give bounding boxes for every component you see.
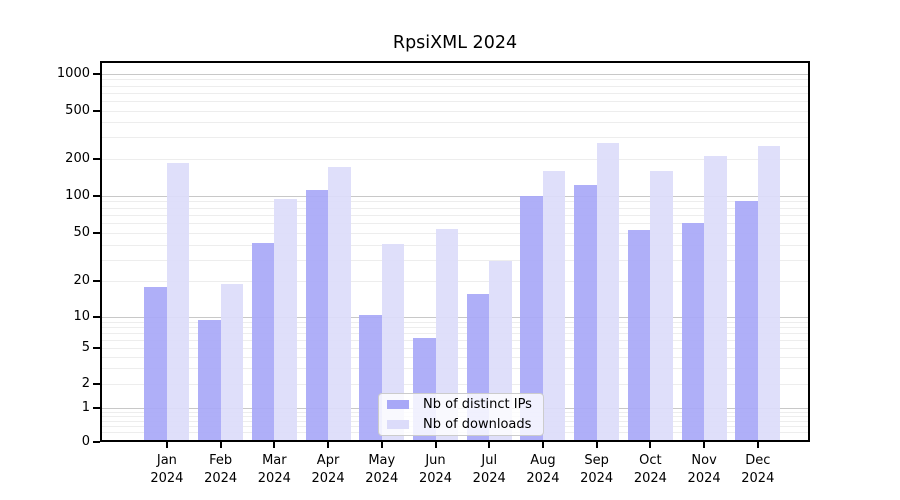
bar-distinct-ips <box>251 243 275 440</box>
legend-row-distinct-ips: Nb of distinct IPs <box>387 396 537 414</box>
legend-swatch-distinct-ips <box>387 400 409 410</box>
y-tick-label: 100 <box>65 187 90 203</box>
plot-area <box>100 61 810 442</box>
gridline-major <box>102 73 808 75</box>
y-tick-mark <box>93 440 100 443</box>
bar-downloads <box>220 284 244 440</box>
y-tick-label: 10 <box>73 308 90 324</box>
y-tick-mark <box>93 157 100 160</box>
bar-downloads <box>166 162 190 440</box>
bar-downloads <box>596 143 620 440</box>
x-tick-label: Aug 2024 <box>526 453 560 486</box>
y-tick-mark <box>93 383 100 386</box>
y-tick-mark <box>93 315 100 318</box>
y-tick-label: 0 <box>81 433 90 449</box>
gridline-minor <box>102 201 808 203</box>
x-tick-label: Mar 2024 <box>257 453 291 486</box>
gridline-minor <box>102 110 808 112</box>
bar-downloads <box>328 167 351 440</box>
y-tick-mark <box>93 232 100 235</box>
y-tick-label: 20 <box>73 272 90 288</box>
bar-distinct-ips <box>574 185 597 440</box>
x-tick-label: Jan 2024 <box>150 453 184 486</box>
legend-label-distinct-ips: Nb of distinct IPs <box>423 397 532 413</box>
gridline-minor <box>102 92 808 94</box>
x-tick-label: Apr 2024 <box>311 453 345 486</box>
x-tick-mark <box>595 442 598 448</box>
y-tick-label: 1000 <box>56 65 90 81</box>
bar-downloads <box>274 198 297 440</box>
gridline-minor <box>102 214 808 216</box>
legend-row-downloads: Nb of downloads <box>387 416 537 434</box>
legend: Nb of distinct IPs Nb of downloads <box>378 393 544 436</box>
bar-distinct-ips <box>305 189 329 440</box>
bar-distinct-ips <box>144 287 167 440</box>
x-tick-label: May 2024 <box>365 453 399 486</box>
gridline-minor <box>102 79 808 81</box>
x-tick-mark <box>649 442 652 448</box>
y-tick-mark <box>93 279 100 282</box>
bar-downloads <box>381 244 405 440</box>
x-tick-mark <box>219 442 222 448</box>
bar-downloads <box>435 229 458 440</box>
y-tick-mark <box>93 72 100 75</box>
x-tick-label: Jun 2024 <box>418 453 453 486</box>
x-tick-mark <box>488 442 491 448</box>
y-tick-mark <box>93 109 100 112</box>
x-tick-label: Oct 2024 <box>633 453 667 486</box>
x-tick-mark <box>756 442 759 448</box>
x-tick-mark <box>703 442 706 448</box>
bar-distinct-ips <box>735 200 758 440</box>
gridline-minor <box>102 100 808 102</box>
legend-label-downloads: Nb of downloads <box>423 416 532 432</box>
y-tick-label: 5 <box>81 340 90 356</box>
bar-distinct-ips <box>520 196 543 440</box>
x-tick-mark <box>541 442 544 448</box>
chart-title: RpsiXML 2024 <box>392 33 518 53</box>
x-tick-mark <box>380 442 383 448</box>
bar-downloads <box>650 171 673 440</box>
gridline-minor <box>102 122 808 124</box>
bar-distinct-ips <box>359 315 382 440</box>
bar-downloads <box>704 155 727 440</box>
y-tick-mark <box>93 347 100 350</box>
x-tick-label: Dec 2024 <box>741 453 775 486</box>
bar-downloads <box>542 171 566 440</box>
y-tick-mark <box>93 407 100 410</box>
y-tick-label: 50 <box>73 225 90 241</box>
y-tick-label: 500 <box>65 102 90 118</box>
x-tick-mark <box>273 442 276 448</box>
y-tick-mark <box>93 194 100 197</box>
bar-distinct-ips <box>198 319 221 440</box>
x-tick-mark <box>165 442 168 448</box>
gridline-minor <box>102 137 808 139</box>
x-tick-label: Jul 2024 <box>472 453 506 486</box>
x-tick-label: Sep 2024 <box>580 453 614 486</box>
bar-distinct-ips <box>627 230 651 440</box>
y-tick-label: 2 <box>81 376 90 392</box>
legend-swatch-downloads <box>387 419 409 429</box>
y-tick-label: 200 <box>65 150 90 166</box>
bar-downloads <box>757 146 781 440</box>
gridline-minor <box>102 85 808 87</box>
x-tick-label: Feb 2024 <box>204 453 238 486</box>
gridline-minor <box>102 158 808 160</box>
gridline-major <box>102 195 808 197</box>
x-tick-mark <box>434 442 437 448</box>
gridline-minor <box>102 207 808 209</box>
gridline-minor <box>102 223 808 225</box>
x-tick-label: Nov 2024 <box>687 453 721 486</box>
y-tick-label: 1 <box>81 400 90 416</box>
x-tick-mark <box>327 442 330 448</box>
bar-distinct-ips <box>681 223 705 440</box>
